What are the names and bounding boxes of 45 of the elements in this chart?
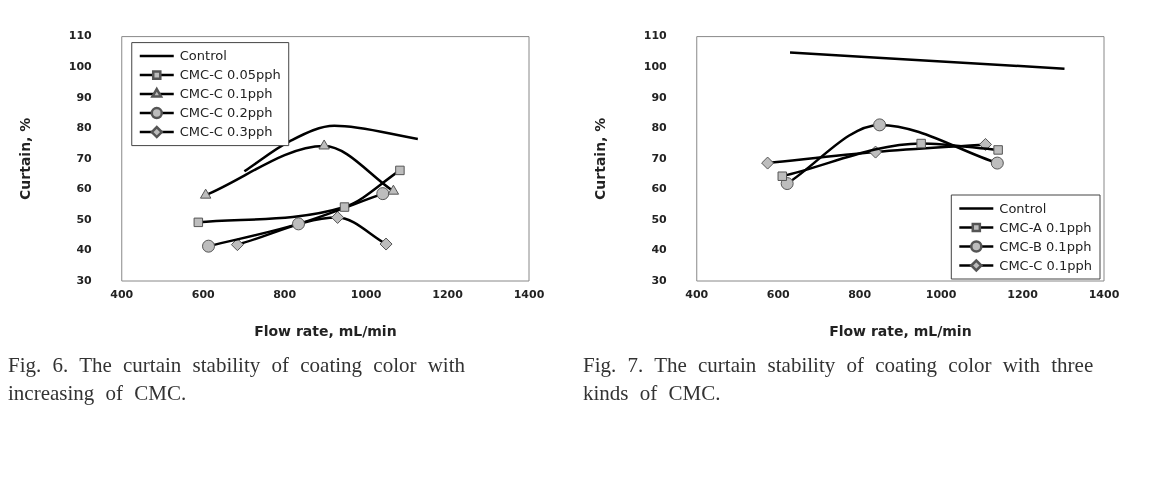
y-tick-label: 30 <box>76 273 93 287</box>
y-tick-label: 60 <box>651 182 668 196</box>
y-axis-title: Curtain, % <box>592 117 609 200</box>
legend-label: CMC-A 0.1pph <box>999 219 1092 235</box>
x-tick-label: 1200 <box>1007 288 1039 302</box>
y-tick-label: 70 <box>76 151 93 165</box>
x-tick-label: 1000 <box>350 288 382 302</box>
y-tick-label: 90 <box>76 90 93 104</box>
y-tick-label: 100 <box>68 60 93 74</box>
legend-label: CMC-C 0.1pph <box>179 86 273 102</box>
y-tick-label: 80 <box>76 121 93 135</box>
legend-label: Control <box>179 48 227 64</box>
y-tick-label: 90 <box>651 90 668 104</box>
legend-label: CMC-C 0.2pph <box>179 105 273 121</box>
y-axis-title: Curtain, % <box>17 117 34 200</box>
y-tick-label: 110 <box>68 29 93 43</box>
y-tick-label: 100 <box>643 60 668 74</box>
x-tick-label: 400 <box>685 288 709 302</box>
x-tick-label: 1400 <box>513 288 545 302</box>
caption: Fig. 7. The curtain stability of coating color with three kinds of CMC. <box>582 352 1095 407</box>
legend-label: CMC-C 0.3pph <box>179 124 273 140</box>
x-tick-label: 400 <box>110 288 134 302</box>
x-axis-title: Flow rate, mL/min <box>829 323 972 340</box>
x-tick-label: 1400 <box>1088 288 1120 302</box>
legend-label: Control <box>999 200 1047 216</box>
y-tick-label: 80 <box>651 121 668 135</box>
x-tick-label: 1200 <box>432 288 464 302</box>
x-tick-label: 800 <box>273 288 297 302</box>
y-tick-label: 50 <box>76 212 93 226</box>
y-tick-label: 110 <box>643 29 668 43</box>
y-tick-label: 30 <box>651 273 668 287</box>
caption: Fig. 6. The curtain stability of coating color with increasing of CMC. <box>7 352 467 407</box>
y-tick-label: 40 <box>651 243 668 257</box>
x-axis-title: Flow rate, mL/min <box>254 323 397 340</box>
x-tick-label: 800 <box>848 288 872 302</box>
y-tick-label: 60 <box>76 182 93 196</box>
y-tick-label: 50 <box>651 212 668 226</box>
x-tick-label: 600 <box>766 288 791 302</box>
x-tick-label: 600 <box>191 288 216 302</box>
y-tick-label: 70 <box>651 151 668 165</box>
legend-label: CMC-C 0.1pph <box>999 257 1093 273</box>
legend-label: CMC-C 0.05pph <box>179 67 281 83</box>
y-tick-label: 40 <box>76 243 93 257</box>
legend-label: CMC-B 0.1pph <box>999 238 1092 254</box>
x-tick-label: 1000 <box>925 288 957 302</box>
